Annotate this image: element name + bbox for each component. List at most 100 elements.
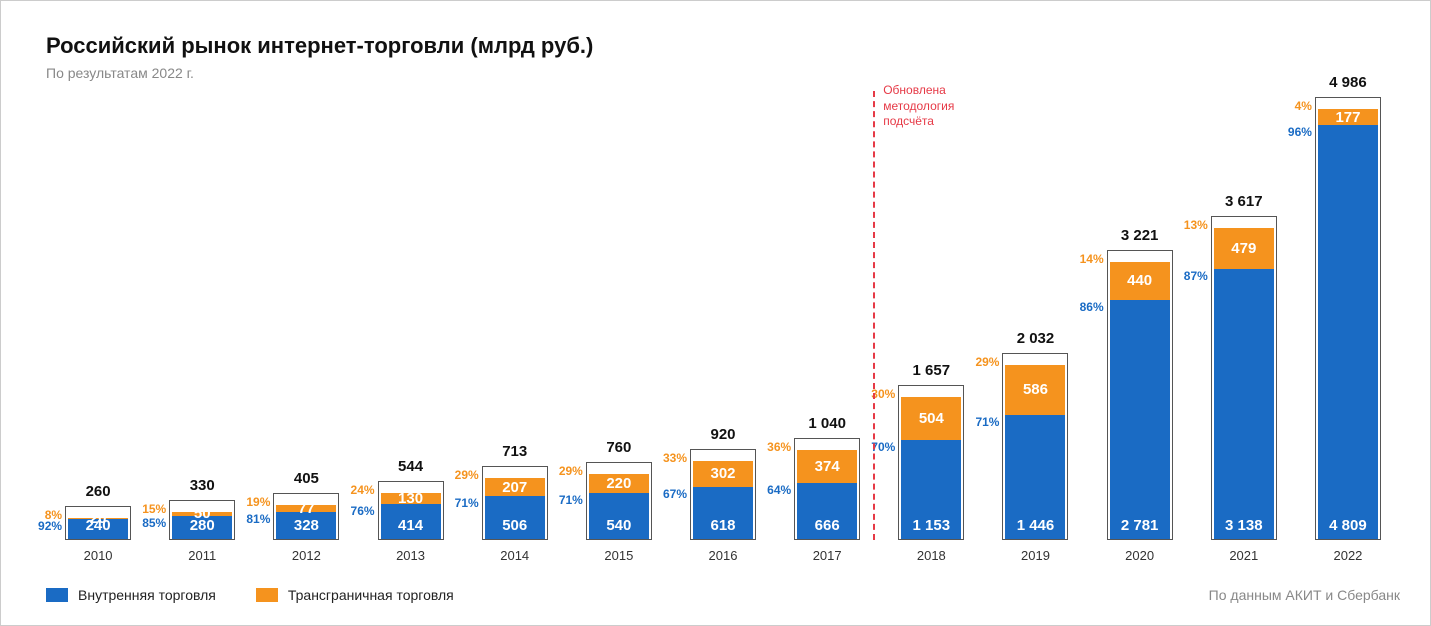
bar-group: 6663741 04064%36%2017 (775, 450, 879, 540)
bar-group: 2402026092%8%2010 (46, 518, 150, 540)
bar-pct-cross: 13% (1184, 218, 1208, 232)
bar-segment-value: 328 (276, 517, 336, 534)
bar-segment-value: 1 446 (1005, 517, 1065, 534)
bar-segment-value: 586 (1023, 381, 1048, 398)
bar-total-label: 1 657 (881, 362, 981, 379)
bar-total-label: 4 986 (1298, 74, 1398, 91)
bar-segment-domestic: 2 781 (1110, 300, 1170, 540)
bar-segment-value: 220 (606, 475, 631, 492)
chart-bars-container: 2402026092%8%20102805033085%15%2011 32877… (46, 91, 1400, 540)
bar-pct-domestic: 87% (1184, 269, 1208, 283)
bar-year-label: 2015 (569, 548, 669, 563)
bar-total-label: 760 (569, 439, 669, 456)
bar-segment-domestic: 1 446 (1005, 415, 1065, 540)
bar-group: 2805033085%15%2011 (150, 512, 254, 540)
bar-segment-value: 207 (502, 479, 527, 496)
bar-segment-domestic: 540 (589, 493, 649, 540)
methodology-divider: Обновлена методология подсчёта (873, 91, 875, 540)
methodology-divider-label: Обновлена методология подсчёта (883, 83, 954, 130)
bar-segment-value: 77 (298, 500, 315, 517)
bar-pct-cross: 24% (351, 483, 375, 497)
bar-segment-cross: 440 (1110, 262, 1170, 300)
bar-segment-value: 50 (194, 505, 211, 522)
bar-group: 2 7814403 22186%14%2020 (1088, 262, 1192, 540)
bar-pct-cross: 33% (663, 451, 687, 465)
bar-segment-domestic: 4 809 (1318, 125, 1378, 540)
bar-segment-value: 540 (589, 517, 649, 534)
bar-total-label: 920 (673, 426, 773, 443)
bar-segment-cross: 177 (1318, 109, 1378, 124)
bar-total-label: 1 040 (777, 415, 877, 432)
bar-segment-domestic: 618 (693, 487, 753, 540)
bar-segment-value: 504 (919, 410, 944, 427)
bar-total-label: 405 (256, 470, 356, 487)
bar-segment-cross: 504 (901, 397, 961, 441)
bar-pct-cross: 19% (246, 495, 270, 509)
bar-stack: 3 138 479 (1214, 228, 1274, 540)
bar-segment-domestic: 666 (797, 483, 857, 541)
legend-swatch-domestic (46, 588, 68, 602)
bar-group: 50620771371%29%2014 (463, 478, 567, 540)
bar-pct-cross: 8% (45, 508, 62, 522)
legend-item-domestic: Внутренняя торговля (46, 587, 216, 603)
bar-group: 4 8091774 98696%4%2022 (1296, 109, 1400, 540)
bar-segment-cross: 220 (589, 474, 649, 493)
chart-frame: Российский рынок интернет-торговли (млрд… (0, 0, 1431, 626)
legend-swatch-cross (256, 588, 278, 602)
bar-pct-cross: 29% (559, 464, 583, 478)
bar-stack: 2 781 440 (1110, 262, 1170, 540)
bar-segment-value: 440 (1127, 272, 1152, 289)
legend-label-cross: Трансграничная торговля (288, 587, 454, 603)
bar-year-label: 2020 (1090, 548, 1190, 563)
bar-stack: 506207 (485, 478, 545, 540)
bar-segment-value: 177 (1335, 109, 1360, 126)
bar-segment-value: 479 (1231, 240, 1256, 257)
bar-pct-cross: 36% (767, 440, 791, 454)
chart-title: Российский рынок интернет-торговли (млрд… (46, 33, 593, 59)
bar-segment-cross: 374 (797, 450, 857, 482)
bar-segment-domestic: 414 (381, 504, 441, 540)
bar-pct-cross: 29% (455, 468, 479, 482)
chart-legend: Внутренняя торговля Трансграничная торго… (46, 587, 454, 603)
bar-group: 1 1535041 65770%30%2018 (879, 397, 983, 540)
bar-segment-value: 20 (90, 510, 107, 527)
bar-segment-value: 4 809 (1318, 517, 1378, 534)
bar-pct-domestic: 71% (559, 493, 583, 507)
bar-segment-cross: 50 (172, 512, 232, 516)
bar-stack: 1 153 504 (901, 397, 961, 540)
bar-pct-cross: 29% (975, 355, 999, 369)
bar-year-label: 2016 (673, 548, 773, 563)
bar-stack: 666374 (797, 450, 857, 540)
bar-year-label: 2014 (465, 548, 565, 563)
bar-group: 61830292067%33%2016 (671, 461, 775, 540)
bar-segment-cross: 302 (693, 461, 753, 487)
bar-year-label: 2022 (1298, 548, 1398, 563)
bar-pct-domestic: 86% (1080, 300, 1104, 314)
bar-stack: 1 446 586 (1005, 365, 1065, 540)
bar-segment-value: 302 (711, 465, 736, 482)
bar-year-label: 2011 (152, 548, 252, 563)
legend-item-cross: Трансграничная торговля (256, 587, 454, 603)
bar-segment-value: 618 (693, 517, 753, 534)
chart-source: По данным АКИТ и Сбербанк (1209, 587, 1400, 603)
bar-pct-domestic: 64% (767, 483, 791, 497)
bar-group: 1 4465862 03271%29%2019 (983, 365, 1087, 540)
bar-pct-domestic: 71% (975, 415, 999, 429)
bar-year-label: 2012 (256, 548, 356, 563)
bar-stack: 28050 (172, 512, 232, 540)
bar-segment-value: 130 (398, 490, 423, 507)
bar-pct-cross: 14% (1080, 252, 1104, 266)
bar-total-label: 330 (152, 477, 252, 494)
bar-stack: 32877 (276, 505, 336, 540)
bar-year-label: 2010 (48, 548, 148, 563)
bar-segment-domestic: 3 138 (1214, 269, 1274, 540)
bar-segment-value: 1 153 (901, 517, 961, 534)
bar-group: 41413054476%24%2013 (358, 493, 462, 540)
bar-pct-cross: 15% (142, 502, 166, 516)
bar-segment-cross: 479 (1214, 228, 1274, 269)
bar-pct-domestic: 76% (351, 504, 375, 518)
bar-segment-cross: 20 (68, 518, 128, 520)
bar-stack: 414130 (381, 493, 441, 540)
bar-total-label: 713 (465, 443, 565, 460)
bar-year-label: 2018 (881, 548, 981, 563)
